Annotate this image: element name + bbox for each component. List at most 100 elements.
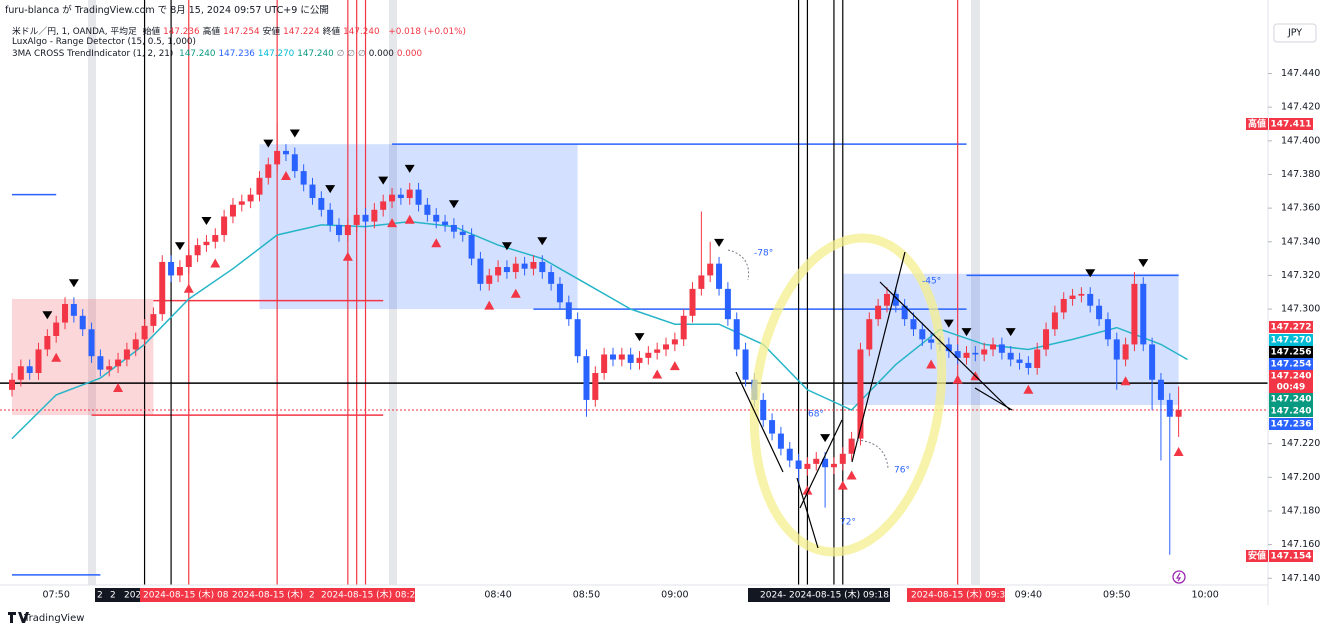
candle-body [132, 339, 139, 350]
sell-signal [174, 242, 185, 251]
time-badge-text: 2 [110, 591, 116, 601]
candle-body [389, 194, 396, 202]
candle-body [115, 359, 122, 367]
legend-indicator-value: 0.000 [368, 49, 394, 59]
buy-signal [342, 251, 353, 261]
legend-main: 米ドル／円, 1, OANDA, 平均足 始値 147.236 高値 147.254 安… [12, 24, 469, 37]
brand-logo [8, 612, 29, 623]
legend-ohlc-value: 147.236 [163, 27, 200, 37]
legend-indicator: LuxAlgo - Range Detector (15, 0.5, 1,000… [12, 37, 199, 47]
buy-signal [484, 300, 495, 310]
y-tick-label: 147.140 [1281, 573, 1320, 584]
time-badge [318, 588, 415, 602]
candle-body [822, 458, 829, 468]
candle-body [450, 224, 457, 232]
y-tick-label: 147.440 [1281, 68, 1320, 79]
candle-body [901, 305, 908, 320]
candle-body [159, 261, 166, 315]
alert-icon[interactable] [1172, 570, 1186, 584]
candle-body [1025, 362, 1032, 368]
x-tick-label: 09:40 [1015, 590, 1042, 601]
candle-body [866, 319, 873, 350]
buy-signal [404, 214, 415, 224]
candle-body [9, 379, 15, 390]
price-tag-label: 147.240 [1271, 407, 1312, 417]
sell-signal [42, 311, 53, 320]
candle-body [574, 319, 581, 357]
angle-label: 72° [840, 518, 856, 528]
price-tag [1269, 550, 1313, 562]
candle-body [282, 150, 289, 155]
legend-ohlc-label: 高値 [202, 27, 221, 37]
sell-signal [537, 237, 548, 246]
price-tag [1269, 358, 1313, 370]
candle-body [344, 224, 351, 236]
y-tick-label: 147.420 [1281, 102, 1320, 113]
candle-body [777, 433, 784, 449]
price-tag-prefix: 高値 [1248, 118, 1266, 130]
candle-body [1096, 305, 1103, 320]
candle-body [1104, 319, 1111, 340]
sell-signal [714, 238, 725, 247]
sell-signal [289, 129, 300, 138]
candle-body [442, 221, 449, 225]
candle-body [990, 344, 997, 350]
candle-body [300, 171, 307, 185]
sell-signal [448, 200, 459, 209]
x-tick-label: 07:50 [42, 590, 69, 601]
candle-body [362, 214, 369, 222]
candle-body [1131, 283, 1138, 345]
candle-body [309, 184, 316, 199]
sell-signal [501, 242, 512, 251]
candle-body [327, 209, 334, 225]
legend-indicator-value: 147.236 [218, 49, 255, 59]
candle-body [521, 263, 528, 269]
price-tag-prefix: 安値 [1248, 550, 1266, 562]
time-badges: 2 2 202 2024-08-15 (木) 08:0 2024-08-15 (… [95, 588, 1011, 602]
candle-body [512, 263, 519, 273]
legend-ohlc: 始値 147.236 高値 147.254 安値 147.224 終値 147.240 [143, 27, 383, 37]
session-band [389, 0, 397, 585]
buy-signal [669, 361, 680, 371]
price-tag [1269, 418, 1313, 430]
candle-body [1016, 359, 1023, 363]
candle-body [1157, 379, 1164, 400]
candle-body [839, 453, 846, 464]
candle-body [79, 315, 86, 330]
x-tick-label: 10:00 [1191, 590, 1218, 601]
drawing-layer: -78° -45° 68° 76° 72° [727, 233, 1013, 557]
currency-button[interactable] [1273, 23, 1317, 43]
sell-signal [1005, 328, 1016, 337]
time-badge [748, 588, 786, 602]
ma-line [11, 220, 1188, 440]
sell-signal [961, 328, 972, 337]
candle-body [415, 189, 422, 205]
alert-icon-bolt [1175, 572, 1182, 582]
y-tick-label: 147.400 [1281, 135, 1320, 146]
candle-body [274, 150, 281, 165]
candle-body [238, 201, 245, 205]
y-tick-label: 147.300 [1281, 304, 1320, 315]
candle-body [371, 209, 378, 222]
price-tag-label: 147.256 [1271, 348, 1312, 358]
session-band [88, 0, 96, 585]
angle-label: 76° [894, 466, 910, 476]
candle-body [459, 231, 466, 236]
time-badge [907, 588, 1005, 602]
candle-body [1043, 329, 1050, 350]
brand-name: TradingView [23, 613, 84, 624]
currency-button-label[interactable]: JPY [1287, 28, 1302, 39]
time-badge [140, 588, 228, 602]
candle-body [857, 349, 864, 439]
price-tag-prefix-bg [1246, 550, 1268, 562]
candle-body [433, 214, 440, 222]
buy-signal [926, 359, 937, 369]
angle-label: 68° [808, 410, 824, 420]
buy-signal [837, 480, 848, 490]
legend-indicator-value: 147.270 [257, 49, 295, 59]
candle-body [636, 357, 643, 363]
buy-signal [51, 352, 62, 362]
time-badge-text: 2024-08-15 (木) 09:32 [911, 589, 1011, 601]
candle-body [680, 315, 687, 340]
